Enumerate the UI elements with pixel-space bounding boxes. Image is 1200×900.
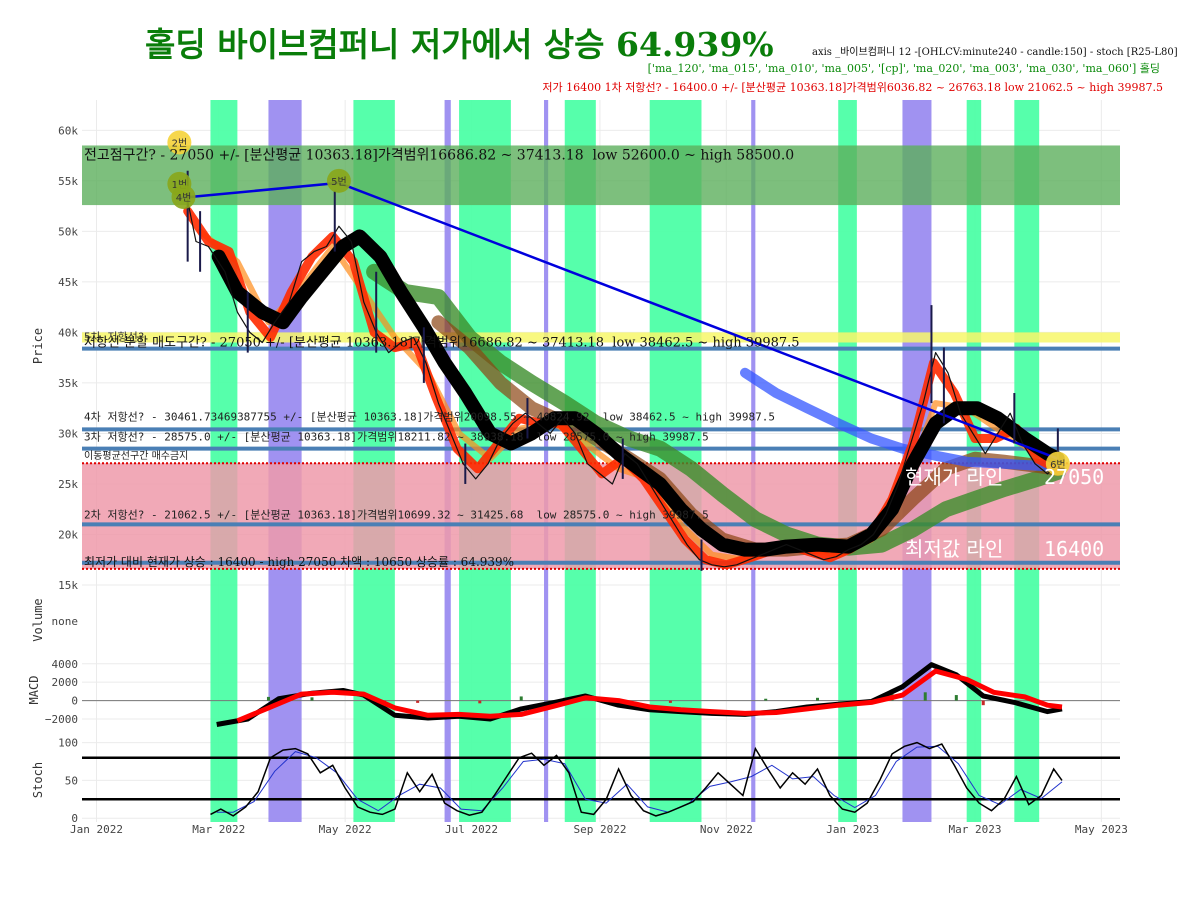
volume-axis-title: Volume <box>31 598 45 641</box>
stoch-axis-title: Stoch <box>31 762 45 798</box>
price-tick-label: 20k <box>58 528 78 541</box>
price-tick-label: 60k <box>58 124 78 137</box>
price-tick-label: 40k <box>58 326 78 339</box>
macd-tick-label: 4000 <box>52 658 79 671</box>
volume-band <box>544 100 549 822</box>
stoch-k-line <box>210 741 1063 817</box>
price-tick-label: 50k <box>58 225 78 238</box>
price-zone <box>82 145 1120 206</box>
macd-hist-bar <box>266 696 270 701</box>
pivot-marker <box>1045 451 1070 476</box>
macd-signal-line <box>236 668 1063 724</box>
level-label: 3차 저항선? - 28575.0 +/- [분산평균 10363.18]가격범… <box>84 431 709 444</box>
volume-band <box>751 100 756 822</box>
macd-hist-bar <box>923 692 927 701</box>
macd-hist-bar <box>668 700 672 703</box>
stoch-tick-label: 0 <box>71 812 78 825</box>
price-axis-title: Price <box>31 328 45 364</box>
ma-list-text: ['ma_120', 'ma_015', 'ma_010', 'ma_005',… <box>647 62 1160 75</box>
chart-title: 홀딩 바이브컴퍼니 저가에서 상승 64.939% <box>145 25 774 64</box>
macd-hist-bar <box>416 700 420 703</box>
price-tick-label: 55k <box>58 175 78 188</box>
axis-info-text: axis _바이브컴퍼니 12 -[OHLCV:minute240 - cand… <box>812 47 1178 58</box>
macd-tick-label: 2000 <box>52 676 79 689</box>
x-tick-label: Jul 2022 <box>445 823 498 836</box>
price-tick-label: 35k <box>58 377 78 390</box>
x-tick-label: Jan 2022 <box>70 823 123 836</box>
macd-hist-bar <box>478 700 482 704</box>
zone-label-high: 전고점구간? - 27050 +/- [분산평균 10363.18]가격범위16… <box>84 147 794 163</box>
volume-band <box>444 100 451 822</box>
macd-hist-bar <box>954 695 958 701</box>
low-price-label: 최저값 라인 <box>905 537 1003 561</box>
pivot-label: 2번 <box>172 137 188 149</box>
price-tick-label: 30k <box>58 427 78 440</box>
current-price-value: 27050 <box>1044 465 1104 489</box>
macd-hist-bar <box>764 698 768 701</box>
macd-hist-bar <box>981 700 985 706</box>
level-label: 최저가 대비 현재가 상승 : 16400 - high 27050 차액 : … <box>84 555 514 569</box>
x-tick-label: Nov 2022 <box>700 823 753 836</box>
level-label: 4차 저항선? - 30461.73469387755 +/- [분산평균 10… <box>84 410 775 423</box>
series-ma_060 <box>366 263 1066 556</box>
pivot-marker <box>167 130 192 155</box>
current-price-label: 현재가 라인 <box>905 465 1003 489</box>
stoch-tick-label: 100 <box>58 737 78 750</box>
x-tick-label: Sep 2022 <box>573 823 626 836</box>
pivot-marker <box>171 185 196 209</box>
level-label: 저항선 분할 매도구간? - 27050 +/- [분산평균 10363.18]… <box>84 336 800 351</box>
price-tick-label: 15k <box>58 579 78 592</box>
series-ma_120 <box>740 367 1063 472</box>
stoch-band <box>838 100 857 822</box>
price-tick-label: 45k <box>58 276 78 289</box>
pivot-label: 6번 <box>1050 459 1066 471</box>
level-label: 2차 저항선? - 21062.5 +/- [분산평균 10363.18]가격범… <box>84 508 709 521</box>
price-tick-label: 25k <box>58 478 78 491</box>
pivot-label: 5번 <box>331 176 347 188</box>
price-zone <box>82 332 1120 343</box>
macd-axis-title: MACD <box>27 676 41 705</box>
x-tick-label: May 2022 <box>319 823 372 836</box>
low-price-value: 16400 <box>1044 537 1104 561</box>
stoch-d-line <box>216 745 1063 813</box>
zone-label-yellow: 5차 저항선? <box>84 330 144 343</box>
stoch-tick-label: 50 <box>65 774 78 787</box>
macd-hist-bar <box>310 697 314 701</box>
pivot-marker <box>326 168 351 193</box>
macd-tick-label: 0 <box>71 695 78 708</box>
stoch-band <box>210 100 238 822</box>
macd-hist-bar <box>519 696 523 701</box>
volume-tick-label: none <box>52 615 79 628</box>
low-info-text: 저가 16400 1차 저항선? - 16400.0 +/- [분산평균 103… <box>542 81 1163 94</box>
volume-band <box>268 100 302 822</box>
pivot-label: 4번 <box>176 192 192 204</box>
macd-hist-bar <box>816 697 820 701</box>
x-tick-label: Mar 2023 <box>948 823 1001 836</box>
x-tick-label: Mar 2022 <box>192 823 245 836</box>
x-tick-label: May 2023 <box>1075 823 1128 836</box>
macd-tick-label: −2000 <box>45 713 78 726</box>
x-tick-label: Jan 2023 <box>826 823 879 836</box>
zone-label-pink: 이동평균선구간 매수금지 <box>84 450 188 462</box>
